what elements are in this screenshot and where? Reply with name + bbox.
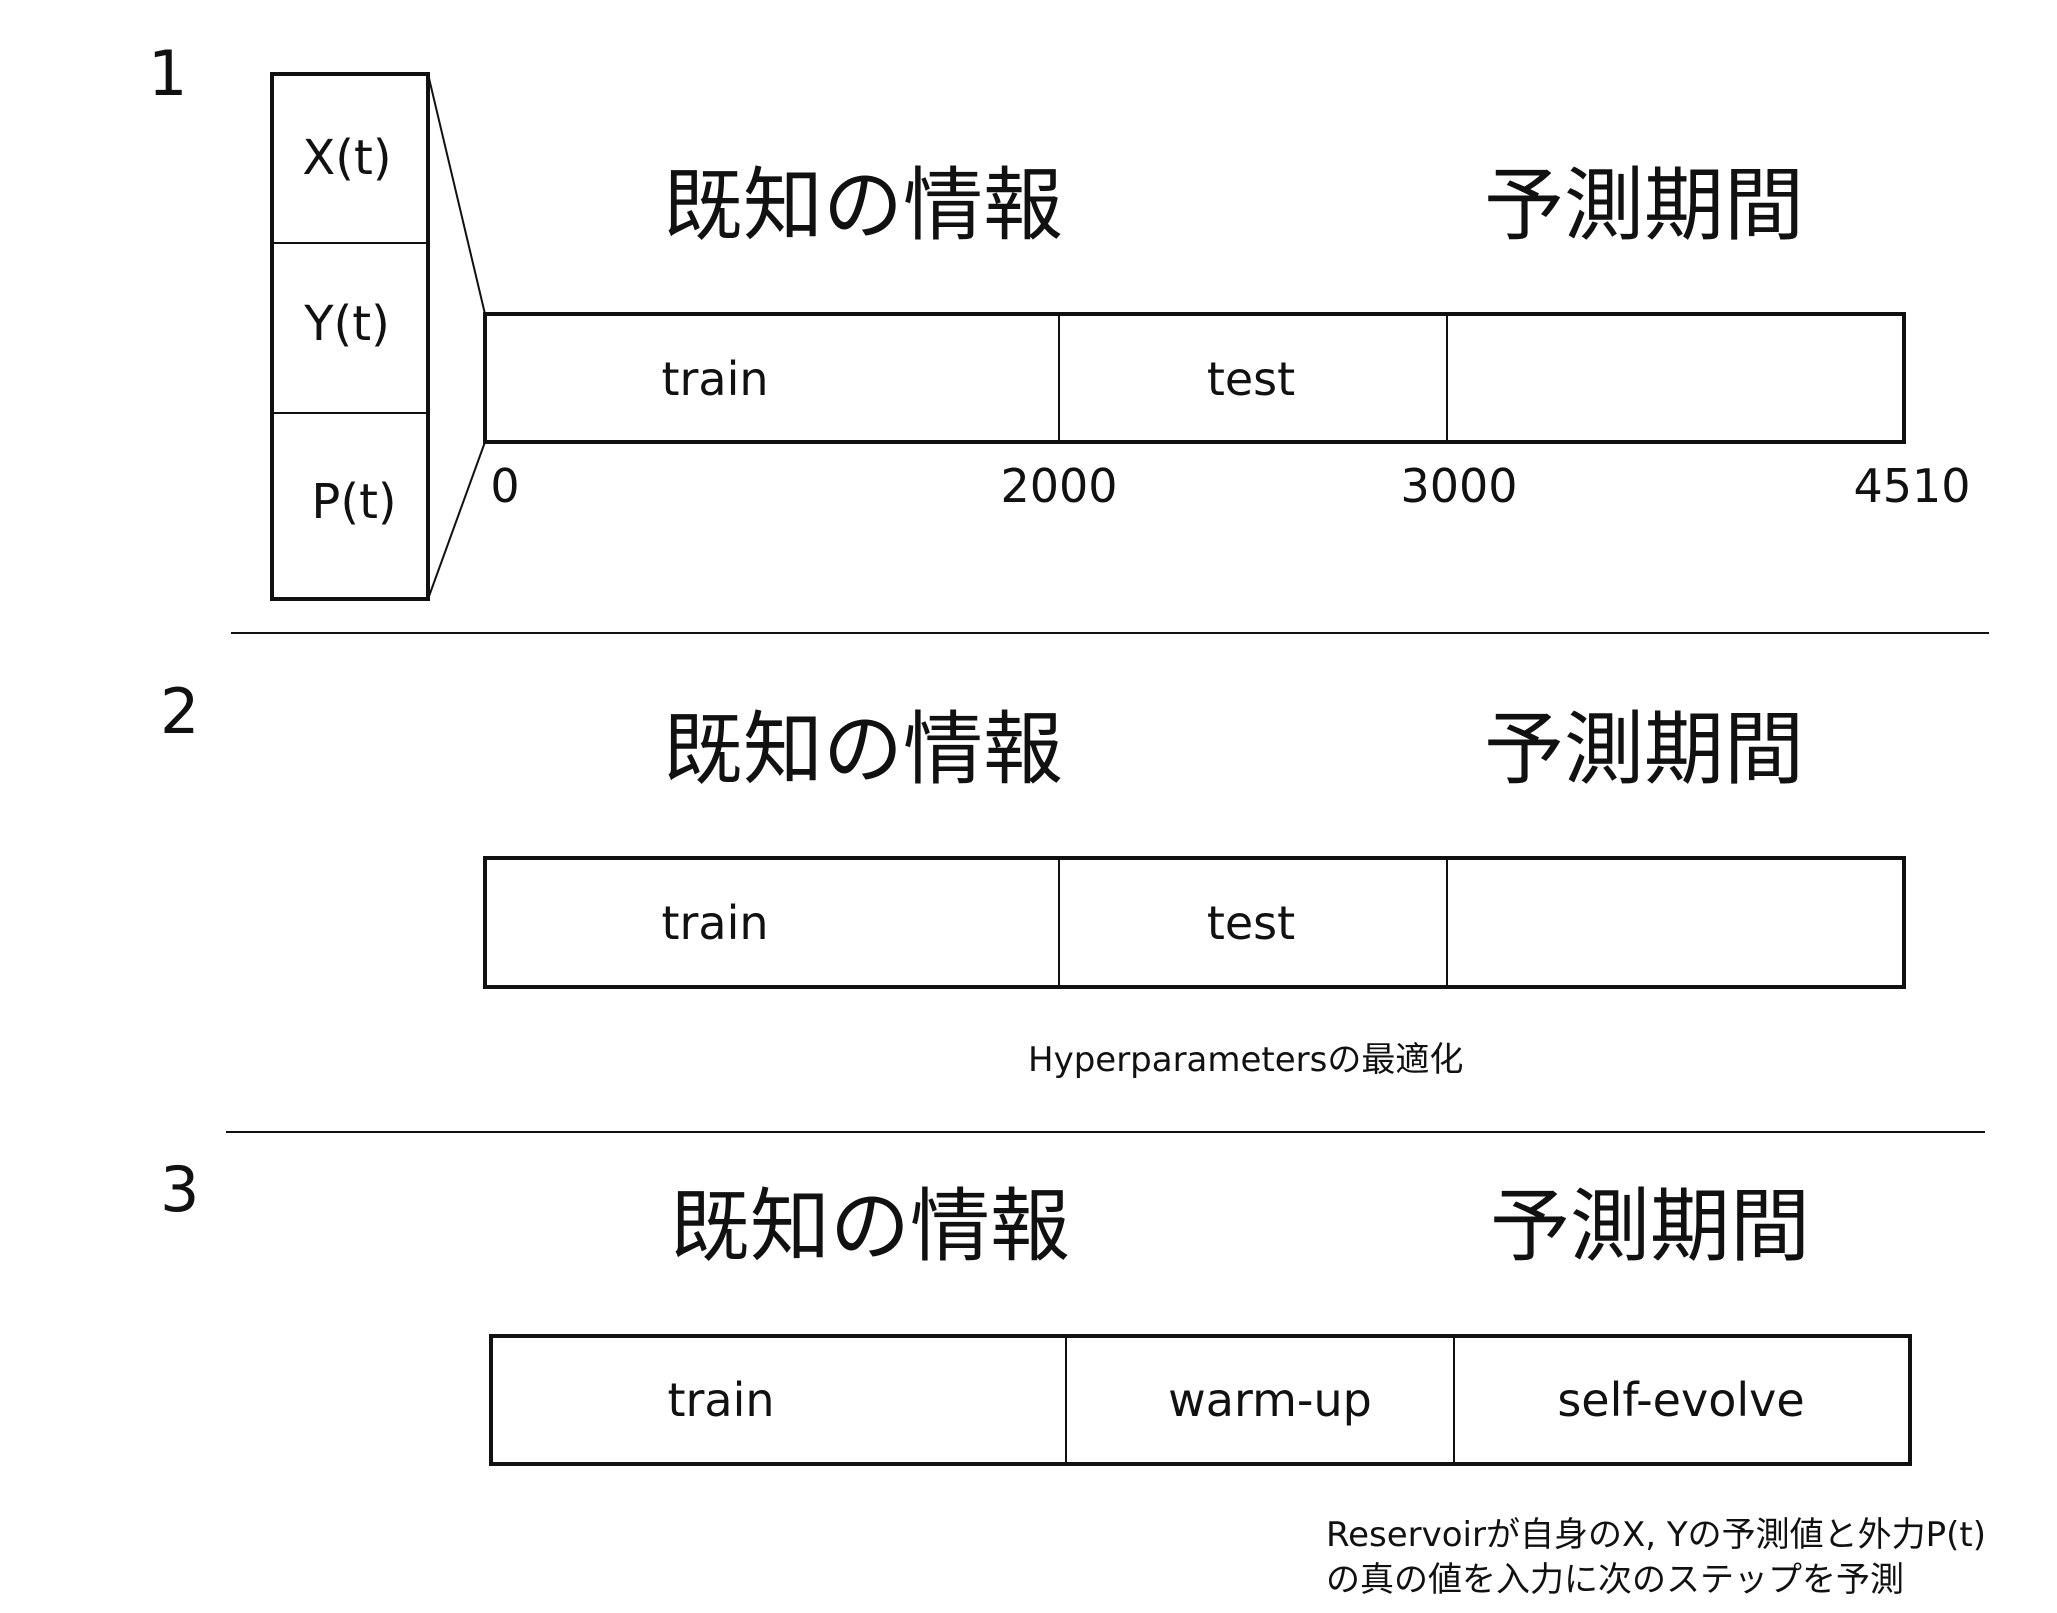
known-info-label: 既知の情報: [663, 159, 1063, 252]
section-2-number: 2: [160, 675, 199, 748]
timeline-bar: [483, 312, 1906, 444]
segment-train-label: train: [667, 1373, 774, 1427]
section-1-number: 1: [148, 37, 187, 110]
section-3-number: 3: [160, 1153, 199, 1226]
tick-label: 3000: [1400, 459, 1517, 513]
known-info-label: 既知の情報: [670, 1180, 1070, 1273]
variable-y-label: Y(t): [303, 296, 390, 352]
segment-train-label: train: [661, 352, 768, 406]
segment-warmup-label: warm-up: [1168, 1373, 1372, 1427]
variable-stack-box: [270, 72, 430, 601]
segment-train-label: train: [661, 896, 768, 950]
hyperparameter-note: Hyperparametersの最適化: [1028, 1040, 1463, 1080]
tick-label: 4510: [1853, 459, 1970, 513]
zoom-connector-line: [427, 73, 486, 315]
section-2: 2 既知の情報 予測期間 train test Hyperparametersの…: [160, 675, 1906, 1080]
reservoir-note-line: Reservoirが自身のX, Yの予測値と外力P(t): [1326, 1515, 1986, 1555]
variable-p-label: P(t): [311, 474, 396, 530]
segment-self-evolve-label: self-evolve: [1557, 1373, 1804, 1427]
reservoir-note-line: の真の値を入力に次のステップを予測: [1326, 1560, 1904, 1600]
timeline-bar: [489, 1334, 1912, 1466]
variable-x-label: X(t): [302, 130, 391, 186]
known-info-label: 既知の情報: [663, 703, 1063, 796]
segment-test-label: test: [1207, 352, 1295, 406]
section-3: 3 既知の情報 予測期間 train warm-up self-evolve R…: [160, 1153, 1986, 1600]
tick-label: 2000: [1000, 459, 1117, 513]
forecast-period-label: 予測期間: [1484, 703, 1804, 796]
segment-test-label: test: [1207, 896, 1295, 950]
tick-label: 0: [490, 459, 519, 513]
timeline-bar: [483, 856, 1906, 989]
zoom-connector-line: [427, 441, 486, 600]
forecast-period-label: 予測期間: [1484, 159, 1804, 252]
section-1: 1 X(t) Y(t) P(t) 既知の情報 予測期間 train test 0…: [148, 37, 1971, 601]
forecast-period-label: 予測期間: [1490, 1180, 1810, 1273]
